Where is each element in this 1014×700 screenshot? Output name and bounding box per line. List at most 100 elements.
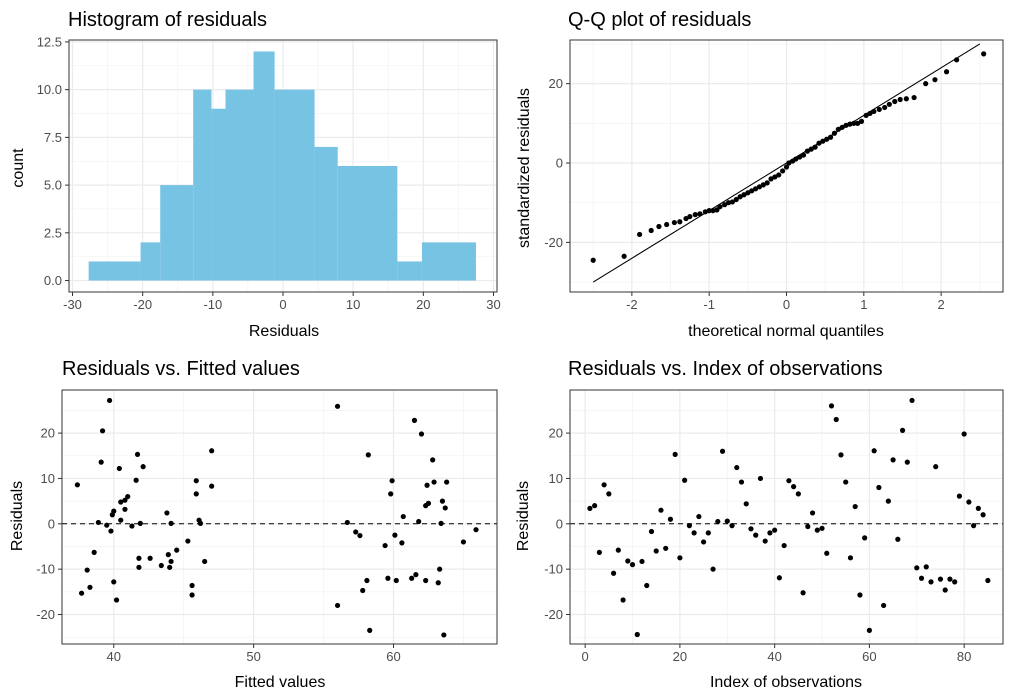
histogram-bar [88, 261, 141, 281]
data-point [360, 587, 366, 594]
data-point [776, 172, 782, 178]
data-point [876, 106, 882, 113]
data-point [937, 576, 944, 582]
fitted-xlabel: Fitted values [235, 674, 326, 691]
data-point [881, 602, 887, 609]
data-point [903, 96, 909, 102]
x-tick-label: -1 [703, 297, 715, 312]
data-point [629, 562, 636, 568]
x-tick-label: 1 [860, 297, 867, 312]
qq-xlabel: theoretical normal quantiles [688, 323, 884, 340]
data-point [871, 448, 877, 454]
data-point [677, 219, 683, 225]
data-point [165, 552, 171, 558]
data-point [435, 580, 441, 586]
y-tick-label: 7.5 [44, 130, 62, 145]
y-tick-label: 0 [556, 516, 563, 531]
x-tick-label: 0 [783, 297, 790, 312]
data-point [84, 567, 90, 573]
y-tick-label: 0.0 [44, 273, 62, 288]
data-point [364, 577, 370, 584]
data-point [431, 479, 437, 485]
data-point [439, 498, 446, 504]
data-point [858, 118, 865, 124]
x-tick-label: 60 [386, 649, 400, 664]
data-point [189, 592, 195, 598]
data-point [111, 579, 117, 585]
data-point [985, 577, 991, 584]
y-tick-label: -20 [36, 607, 55, 622]
fitted-plot: 40 50 60 -20 -10 0 10 20 [36, 389, 498, 664]
data-point [767, 530, 773, 536]
data-point [636, 231, 643, 238]
data-point [895, 536, 901, 542]
data-point [981, 51, 987, 57]
data-point [416, 518, 422, 525]
data-point [786, 160, 792, 166]
fitted-panel: Residuals vs. Fitted values 40 50 60 -20 -10… [9, 358, 498, 691]
data-point [812, 144, 818, 150]
qq-ylabel: standardized residuals [516, 88, 533, 248]
data-point [365, 452, 371, 458]
data-point [625, 558, 631, 564]
data-point [928, 579, 934, 585]
data-point [672, 451, 678, 458]
data-point [909, 397, 915, 404]
data-point [168, 520, 174, 526]
data-point [800, 590, 806, 596]
x-tick-label: 40 [107, 649, 121, 664]
histogram-title: Histogram of residuals [68, 9, 267, 31]
data-point [174, 547, 180, 553]
data-point [634, 631, 640, 638]
data-point [904, 459, 910, 465]
data-point [752, 186, 759, 192]
data-point [656, 223, 662, 230]
data-point [400, 513, 406, 520]
data-point [795, 491, 801, 497]
data-point [741, 192, 747, 198]
data-point [820, 138, 826, 144]
data-point [692, 212, 698, 218]
data-point [691, 530, 697, 536]
data-point [587, 505, 593, 511]
data-point [686, 523, 692, 529]
data-point [437, 566, 443, 572]
x-tick-label: 60 [862, 649, 876, 664]
data-point [715, 518, 721, 525]
data-point [606, 491, 612, 497]
data-point [122, 497, 128, 503]
data-point [621, 253, 627, 259]
data-point [158, 562, 164, 569]
data-point [667, 516, 674, 522]
data-point [682, 477, 688, 483]
data-point [745, 190, 751, 196]
data-point [932, 77, 938, 83]
data-point [393, 577, 399, 584]
data-point [136, 555, 142, 561]
data-point [209, 483, 215, 489]
data-point [776, 575, 782, 581]
data-point [334, 403, 341, 409]
x-tick-label: 10 [346, 297, 360, 312]
data-point [738, 479, 745, 485]
data-point [442, 505, 448, 511]
data-point [729, 523, 735, 529]
data-point [762, 538, 768, 544]
index-plot: 0 20 40 60 80 -20 -10 0 10 20 [544, 389, 1004, 664]
data-point [648, 227, 654, 234]
data-point [918, 575, 925, 581]
histogram-bar [337, 166, 398, 281]
x-tick-label: -20 [133, 297, 152, 312]
data-point [118, 499, 124, 505]
data-point [954, 57, 960, 63]
data-point [757, 475, 764, 482]
data-point [942, 587, 948, 593]
data-point [108, 528, 114, 534]
data-point [697, 211, 703, 217]
data-point [804, 148, 810, 154]
data-point [111, 508, 117, 514]
data-point [164, 510, 170, 516]
data-point [106, 397, 113, 404]
data-point [947, 576, 953, 582]
